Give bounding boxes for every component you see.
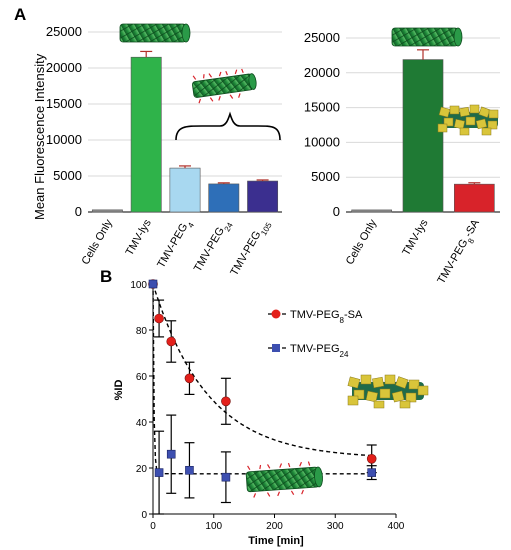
bar: [208, 183, 240, 213]
y-tick-label: 15000: [304, 100, 340, 115]
x-tick-label: TMV-lys: [400, 217, 431, 258]
x-tick-label: TMV-lys: [124, 217, 155, 258]
legend-label: TMV-PEG24: [290, 343, 349, 359]
y-tick-label: 40: [136, 418, 148, 429]
bars: [351, 59, 495, 213]
data-point: [166, 336, 177, 347]
x-tick-label: TMV-PEG105: [228, 217, 273, 280]
bar: [402, 59, 444, 213]
x-tick-label: Cells Only: [344, 217, 380, 267]
y-ticks: 0 5000 10000 15000 20000 25000: [304, 30, 340, 219]
y-tick-label: 60: [136, 372, 148, 383]
tmv-rod-sa-coated-icon: [347, 374, 429, 409]
y-ticks: 0 5000 10000 15000 20000 25000: [46, 24, 82, 219]
data-point: [221, 472, 231, 482]
data-point: [366, 453, 377, 464]
chart-a-left: 0 5000 10000 15000 20000 25000 Cells Only TMV-…: [32, 24, 282, 280]
data-point: [166, 449, 176, 459]
y-tick-label: 5000: [53, 168, 82, 183]
y-tick-label: 10000: [46, 132, 82, 147]
y-tick-label: 0: [333, 204, 340, 219]
y-tick-label: 25000: [304, 30, 340, 45]
tmv-rod-icon: [391, 27, 463, 47]
data-point: [184, 373, 195, 384]
tmv-rod-sa-coated-icon: [437, 104, 499, 136]
data-point: [154, 313, 164, 324]
x-tick-label: 200: [266, 521, 283, 532]
y-tick-label: 10000: [304, 134, 340, 149]
ticks: 0 100 200 300 400 0 20 40 60 80 100: [130, 280, 404, 532]
error-bars: [417, 49, 481, 185]
data-point: [148, 279, 158, 289]
error-bars: [140, 50, 269, 184]
y-tick-label: 80: [136, 326, 148, 337]
x-tick-label: 100: [205, 521, 222, 532]
tmv-rod-pegylated-icon: [191, 68, 257, 104]
bar: [130, 56, 162, 213]
y-axis-title: %ID: [113, 380, 125, 401]
y-tick-label: 100: [130, 280, 147, 291]
tmv-rod-icon: [119, 23, 191, 43]
panel-b-label: B: [100, 267, 112, 286]
x-tick-label: 0: [150, 521, 156, 532]
y-tick-label: 5000: [311, 169, 340, 184]
x-axis-title: Time [min]: [248, 535, 304, 547]
data-points: [148, 279, 377, 482]
chart-b: 0 100 200 300 400 0 20 40 60 80 100 Time [min] %ID…: [113, 279, 405, 547]
chart-a-right: 0 5000 10000 15000 20000 25000 Cells Only TMV-…: [304, 30, 500, 288]
y-tick-label: 20000: [46, 60, 82, 75]
data-point: [221, 396, 231, 407]
bar: [454, 183, 495, 213]
y-tick-label: 15000: [46, 96, 82, 111]
x-tick-label: 400: [388, 521, 405, 532]
data-point: [367, 468, 377, 477]
panel-a-label: A: [14, 5, 26, 24]
y-tick-label: 25000: [46, 24, 82, 39]
y-tick-label: 20000: [304, 65, 340, 80]
y-tick-label: 20: [136, 464, 148, 475]
bar: [247, 180, 279, 213]
x-tick-label: TMV-PEG8-SA: [435, 217, 485, 288]
legend-marker: [272, 344, 280, 352]
x-tick-label: TMV-PEG24: [192, 217, 235, 276]
bar: [351, 209, 392, 213]
x-tick-label: Cells Only: [80, 217, 116, 267]
x-tick-labels: Cells Only TMV-lys TMV-PEG8-SA: [344, 217, 485, 288]
data-point: [185, 465, 194, 475]
legend-marker: [271, 309, 281, 319]
data-point: [154, 468, 164, 477]
x-tick-label: 300: [327, 521, 344, 532]
y-tick-label: 0: [75, 204, 82, 219]
x-tick-label: TMV-PEG4: [155, 217, 196, 272]
legend-label: TMV-PEG8-SA: [290, 309, 363, 325]
y-tick-label: 0: [141, 510, 147, 521]
legend: TMV-PEG8-SA TMV-PEG24: [268, 309, 363, 359]
y-axis-title: Mean Fluorescence Intensity: [32, 53, 47, 220]
group-brace: [175, 111, 281, 141]
tmv-rod-pegylated-icon: [245, 461, 323, 498]
bar: [91, 209, 123, 213]
bar: [169, 167, 201, 213]
